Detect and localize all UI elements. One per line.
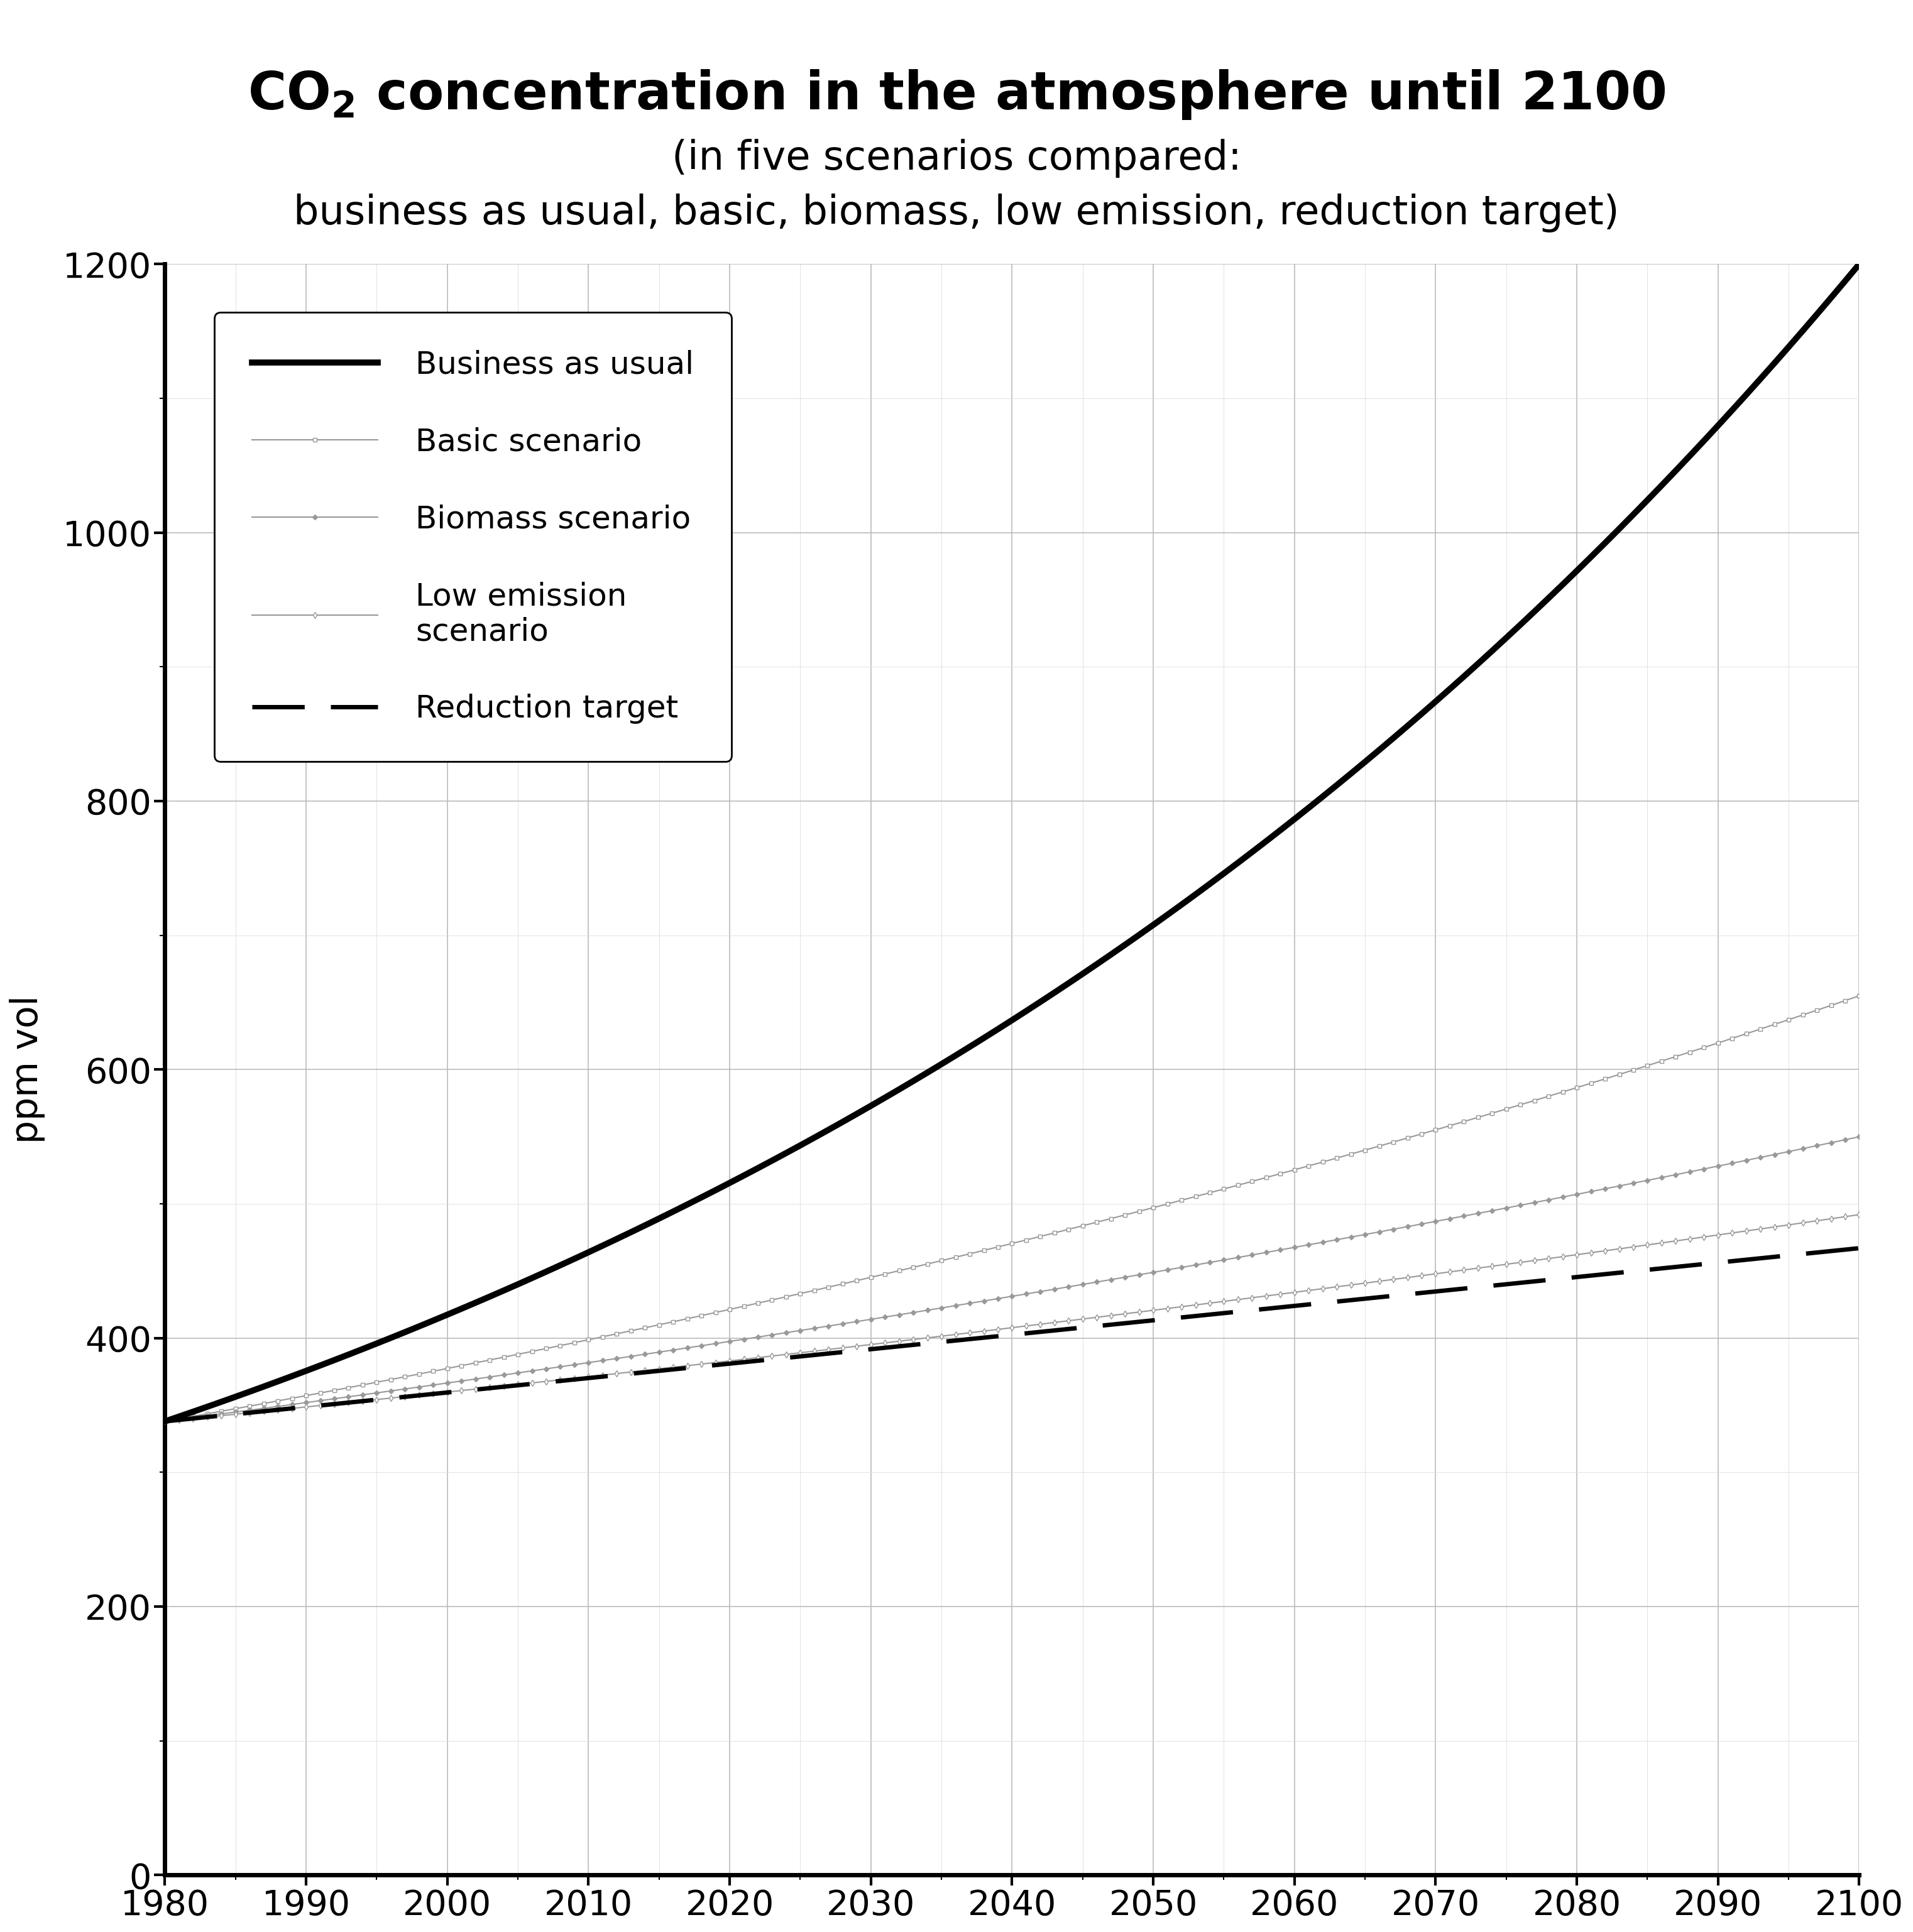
- Business as usual: [153, 1410, 176, 1434]
- Reduction target: [153, 1410, 176, 1434]
- Basic scenario: [1848, 983, 1871, 1007]
- Text: (in five scenarios compared:: (in five scenarios compared:: [671, 139, 1242, 178]
- Business as usual: [1213, 862, 1236, 885]
- Reduction target: [1735, 1248, 1758, 1271]
- Reduction target: [1213, 1302, 1236, 1325]
- Biomass scenario: [1848, 1124, 1871, 1148]
- Low emission
scenario: [1848, 1204, 1871, 1227]
- Reduction target: [1297, 1293, 1320, 1316]
- Low emission
scenario: [323, 1393, 346, 1416]
- Business as usual: [323, 1349, 346, 1372]
- Biomass scenario: [323, 1387, 346, 1410]
- Reduction target: [1848, 1236, 1871, 1260]
- Reduction target: [874, 1337, 897, 1360]
- Line: Reduction target: Reduction target: [165, 1248, 1859, 1422]
- Line: Low emission
scenario: Low emission scenario: [163, 1213, 1861, 1424]
- Biomass scenario: [1213, 1248, 1236, 1271]
- Basic scenario: [323, 1379, 346, 1403]
- Biomass scenario: [549, 1354, 572, 1378]
- Low emission
scenario: [549, 1368, 572, 1391]
- Line: Basic scenario: Basic scenario: [163, 995, 1861, 1424]
- Biomass scenario: [1297, 1233, 1320, 1256]
- Basic scenario: [1297, 1153, 1320, 1177]
- Basic scenario: [549, 1333, 572, 1356]
- Low emission
scenario: [874, 1331, 897, 1354]
- Low emission
scenario: [153, 1410, 176, 1434]
- Business as usual: [1735, 383, 1758, 406]
- Basic scenario: [1735, 1022, 1758, 1045]
- Y-axis label: ppm vol: ppm vol: [10, 995, 46, 1144]
- Text: business as usual, basic, biomass, low emission, reduction target): business as usual, basic, biomass, low e…: [293, 193, 1620, 232]
- Low emission
scenario: [1297, 1279, 1320, 1302]
- Basic scenario: [1213, 1177, 1236, 1200]
- Business as usual: [549, 1254, 572, 1277]
- Business as usual: [874, 1086, 897, 1109]
- Biomass scenario: [874, 1306, 897, 1329]
- Reduction target: [549, 1370, 572, 1393]
- Reduction target: [323, 1393, 346, 1416]
- Text: $\mathbf{CO_2}$ concentration in the atmosphere until 2100: $\mathbf{CO_2}$ concentration in the atm…: [247, 68, 1666, 122]
- Low emission
scenario: [1735, 1219, 1758, 1242]
- Low emission
scenario: [1213, 1291, 1236, 1314]
- Biomass scenario: [153, 1410, 176, 1434]
- Biomass scenario: [1735, 1150, 1758, 1173]
- Line: Business as usual: Business as usual: [165, 265, 1859, 1422]
- Business as usual: [1297, 796, 1320, 819]
- Line: Biomass scenario: Biomass scenario: [163, 1134, 1861, 1424]
- Legend: Business as usual, Basic scenario, Biomass scenario, Low emission
scenario, Redu: Business as usual, Basic scenario, Bioma…: [214, 313, 733, 761]
- Basic scenario: [874, 1262, 897, 1285]
- Basic scenario: [153, 1410, 176, 1434]
- Business as usual: [1848, 253, 1871, 276]
